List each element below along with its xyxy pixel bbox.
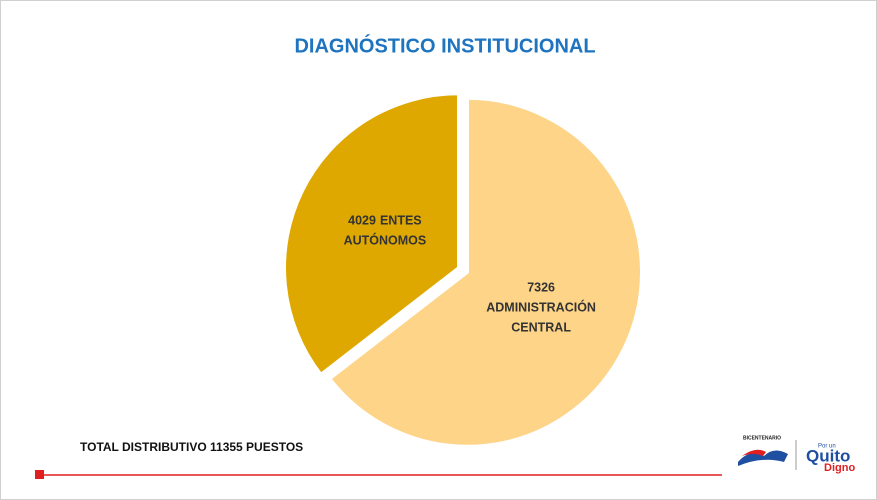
logo-mark: [742, 449, 766, 456]
pie-slice: [283, 92, 461, 377]
chart-title: DIAGNÓSTICO INSTITUCIONAL: [294, 33, 595, 57]
data-label: 4029 ENTES AUTÓNOMOS: [344, 214, 427, 248]
logo-text: Quito: [806, 446, 850, 465]
data-label: 7326 ADMINISTRACIÓN CENTRAL: [486, 281, 596, 335]
logo-text: BICENTENARIO: [743, 435, 781, 441]
data-label-category: AUTÓNOMOS: [344, 233, 427, 248]
data-label-category: CENTRAL: [511, 321, 571, 335]
pie-slice: [327, 96, 643, 448]
data-label-value: 4029: [348, 214, 376, 228]
data-label-value: 7326: [527, 281, 555, 295]
data-label-category: ENTES: [380, 214, 422, 228]
footer-square: [35, 470, 44, 479]
logo-text: Por un: [818, 444, 836, 450]
footer-text: TOTAL DISTRIBUTIVO 11355 PUESTOS: [80, 440, 303, 454]
data-label-category: ADMINISTRACIÓN: [486, 300, 596, 315]
logo-mark: [738, 450, 788, 466]
logo-text: Digno: [824, 462, 855, 474]
